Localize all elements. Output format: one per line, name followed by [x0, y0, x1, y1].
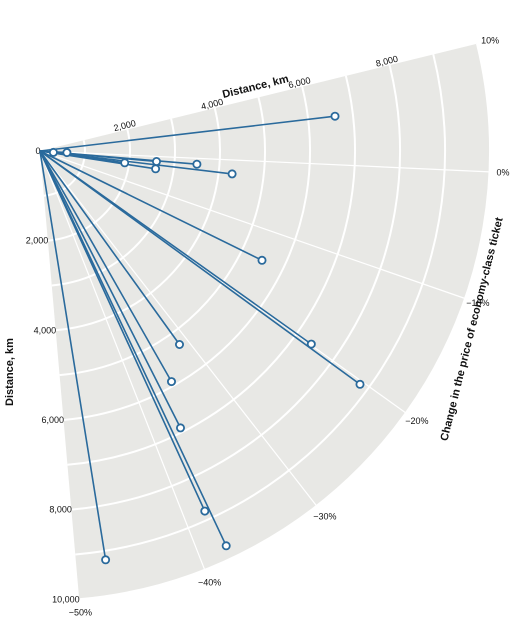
grid-spoke [39, 150, 466, 300]
grid-spoke [39, 150, 318, 507]
angular-tick-label: 0% [496, 168, 509, 178]
data-line [39, 150, 227, 547]
data-point [306, 339, 316, 349]
data-line [39, 150, 263, 262]
data-point [62, 148, 72, 158]
data-point [175, 423, 185, 433]
radial-tick-label: 6,000 [41, 415, 64, 425]
radial-tick-label: 8,000 [49, 505, 72, 515]
data-point [120, 158, 130, 168]
angular-tick-label: 10% [481, 35, 499, 45]
radial-tick-label: 10,000 [52, 594, 80, 604]
tick-labels: 02,0004,0006,0008,00010,0002,0004,0006,0… [26, 35, 510, 617]
angular-tick-label: −20% [405, 416, 428, 426]
data-line [39, 150, 173, 382]
data-point [221, 541, 231, 551]
grid-spoke [39, 150, 206, 571]
data-point [192, 159, 202, 169]
data-line [39, 150, 156, 170]
angular-tick-label: −30% [313, 512, 336, 522]
data-line [39, 115, 336, 152]
data-point [200, 506, 210, 516]
data-point [166, 377, 176, 387]
plot-background [40, 43, 490, 600]
data-point [101, 555, 111, 565]
data-marks [39, 111, 365, 565]
radial-tick-label: 2,000 [26, 236, 49, 246]
radial-tick-label: 0 [35, 146, 40, 156]
data-point [48, 147, 58, 157]
data-line [39, 150, 233, 175]
grid-spoke [39, 150, 490, 173]
data-line [39, 150, 182, 429]
data-point [257, 255, 267, 265]
data-point [174, 339, 184, 349]
data-line [39, 150, 107, 560]
data-point [227, 169, 237, 179]
data-point [151, 164, 161, 174]
angular-tick-label: −50% [69, 608, 92, 618]
data-line [39, 150, 361, 385]
data-point [330, 111, 340, 121]
angular-tick-label: −40% [198, 577, 221, 587]
radial-axis-title-left: Distance, km [4, 338, 16, 406]
data-line [39, 150, 181, 345]
data-point [151, 156, 161, 166]
radial-tick-label: 4,000 [34, 325, 57, 335]
angular-tick-label: −10% [466, 298, 489, 308]
data-point [355, 379, 365, 389]
